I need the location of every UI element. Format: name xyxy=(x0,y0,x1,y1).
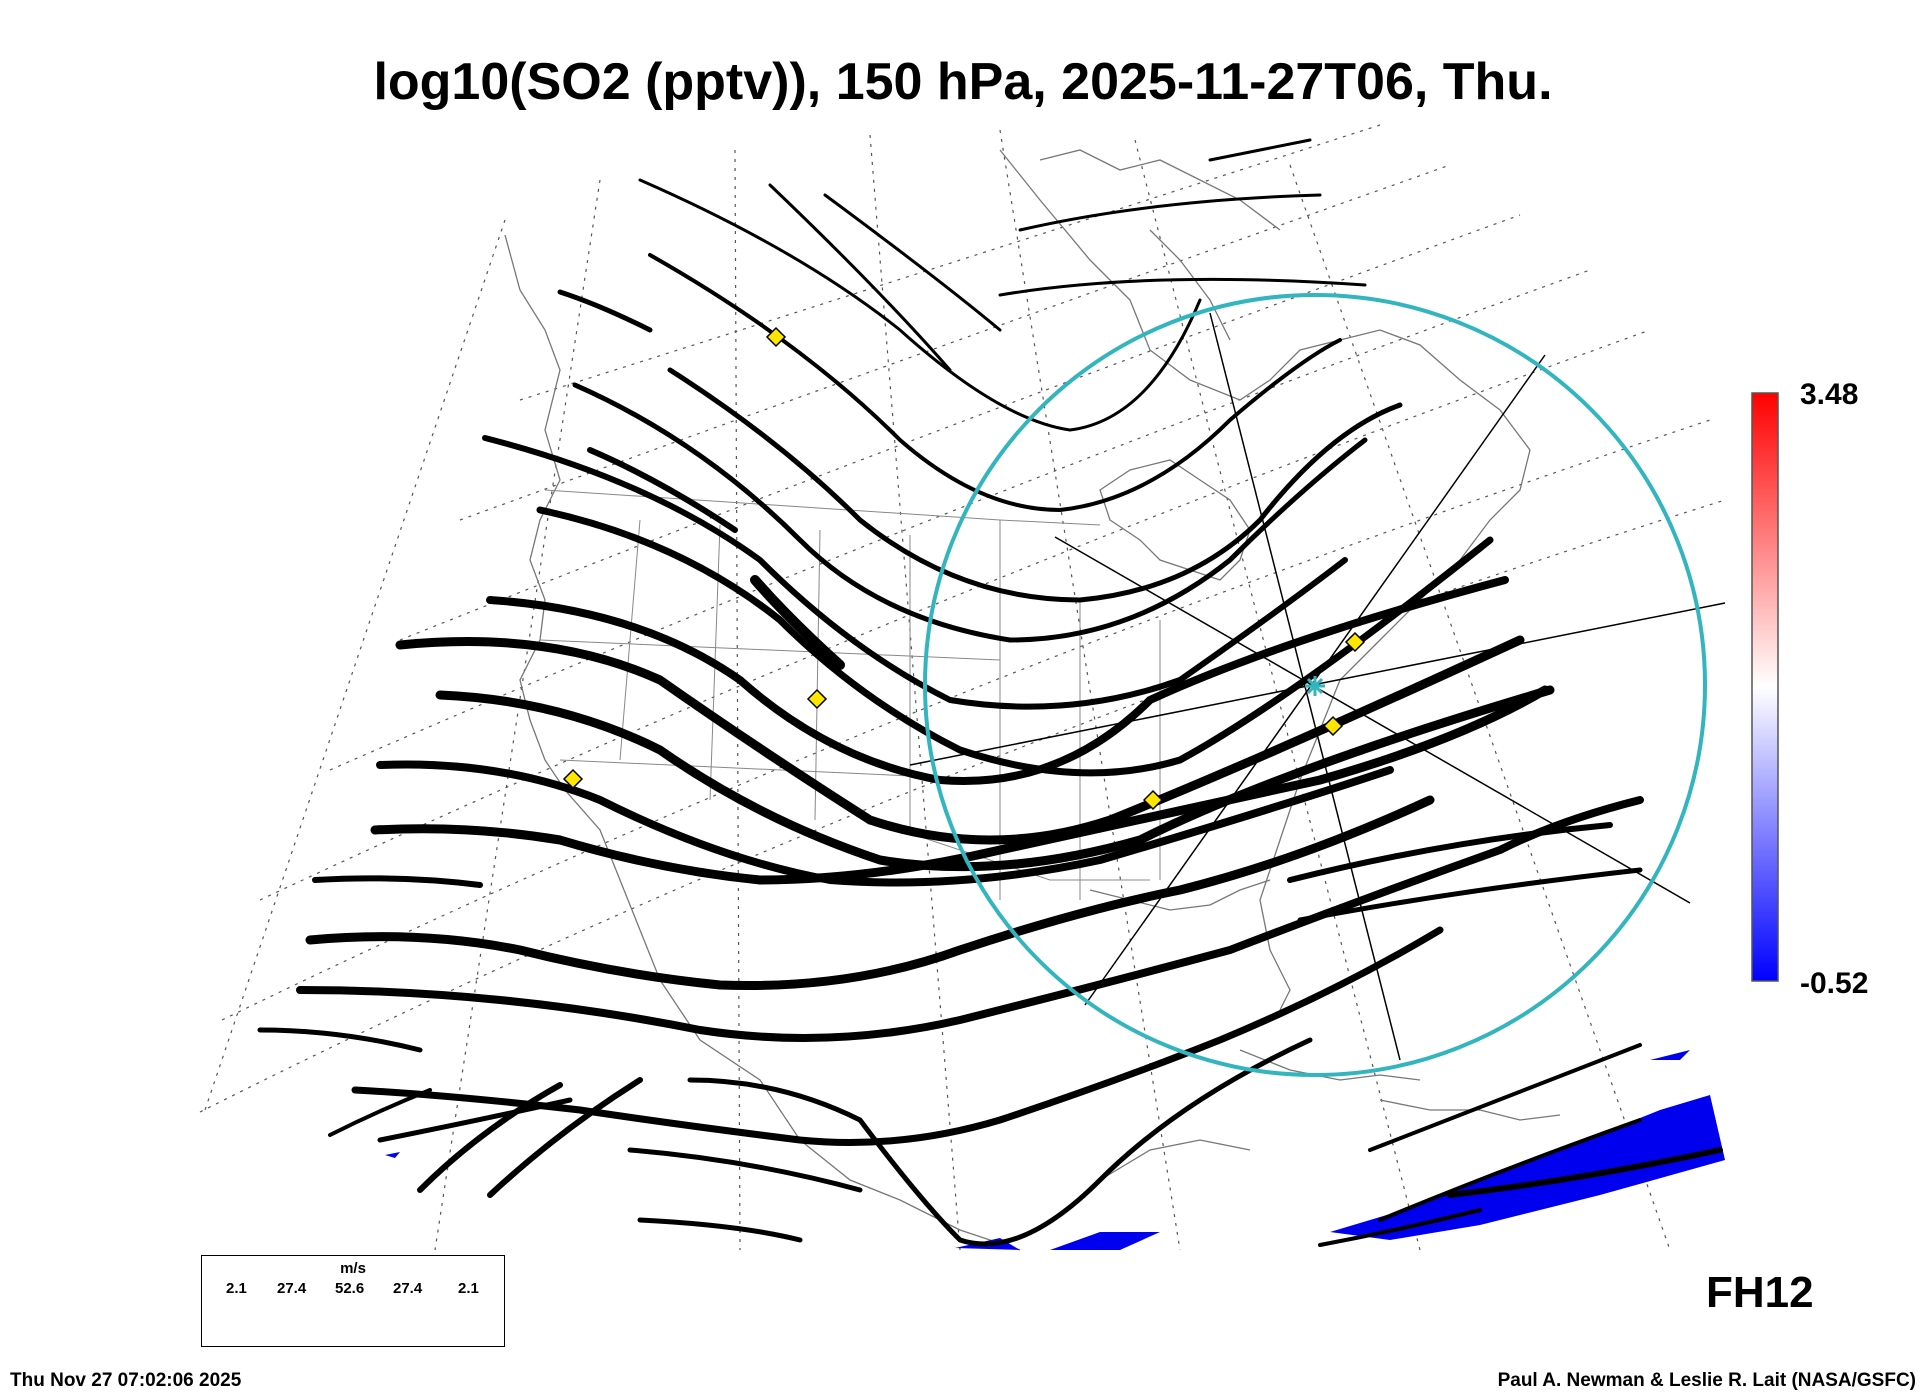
colorbar xyxy=(1751,392,1779,982)
wind-legend-value: 52.6 xyxy=(335,1280,365,1297)
site-marker xyxy=(1142,789,1164,811)
site-marker xyxy=(806,688,828,710)
range-circle xyxy=(923,293,1707,1077)
site-marker xyxy=(562,768,584,790)
footer-credit: Paul A. Newman & Leslie R. Lait (NASA/GS… xyxy=(1497,1370,1916,1391)
footer-timestamp: Thu Nov 27 07:02:06 2025 xyxy=(10,1370,242,1391)
wind-legend-value: 27.4 xyxy=(277,1280,307,1297)
site-markers xyxy=(562,326,1366,811)
wind-legend-value: 2.1 xyxy=(458,1280,479,1297)
coastlines xyxy=(504,149,1561,1251)
streamlines xyxy=(257,138,1723,1247)
wind-legend-value: 2.1 xyxy=(226,1280,247,1297)
wind-legend-unit: m/s xyxy=(340,1260,366,1277)
graticule xyxy=(199,124,1726,1251)
site-marker xyxy=(1322,715,1344,737)
site-marker xyxy=(765,326,787,348)
colorbar-max-label: 3.48 xyxy=(1800,378,1859,411)
site-marker xyxy=(1344,631,1366,653)
wind-legend-value: 27.4 xyxy=(393,1280,423,1297)
colorbar-min-label: -0.52 xyxy=(1800,967,1869,1000)
forecast-hour-label: FH12 xyxy=(1706,1268,1814,1317)
map-title: log10(SO2 (pptv)), 150 hPa, 2025-11-27T0… xyxy=(373,53,1553,111)
wind-legend: m/s 2.1 27.4 52.6 27.4 2.1 xyxy=(201,1255,505,1347)
center-star-icon xyxy=(1305,676,1325,696)
